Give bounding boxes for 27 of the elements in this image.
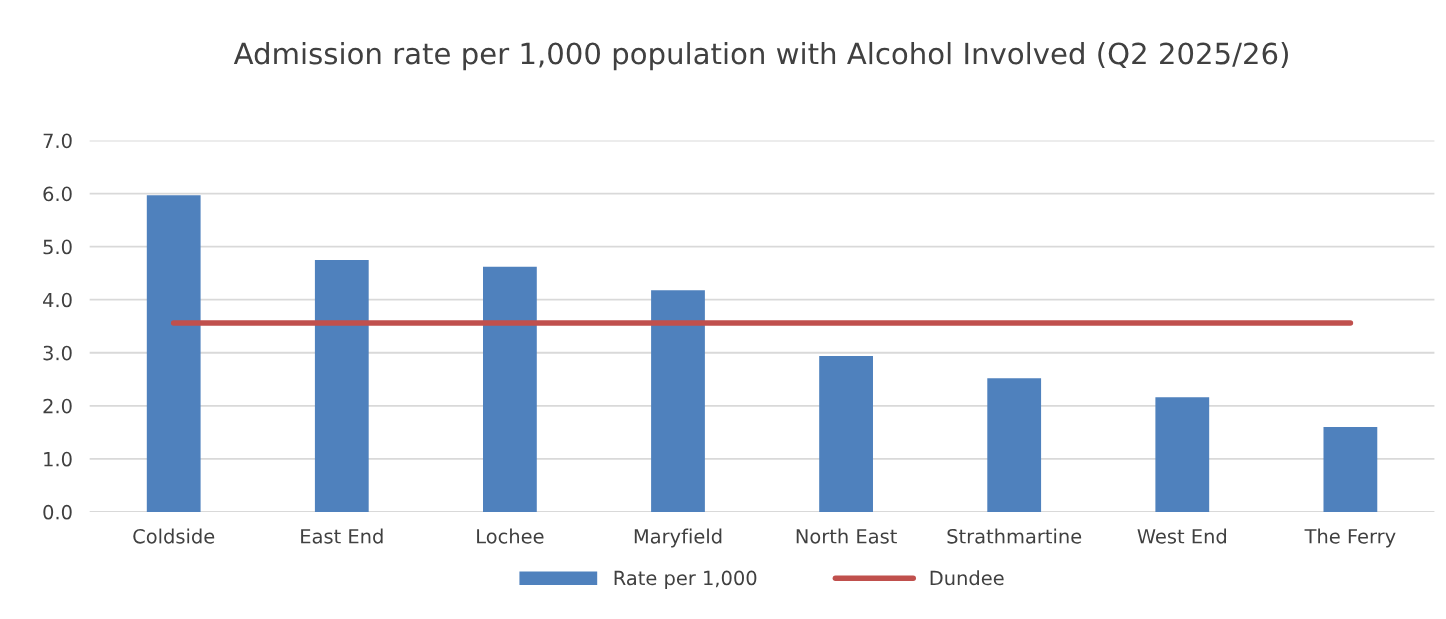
bar bbox=[314, 259, 369, 512]
legend-label: Rate per 1,000 bbox=[614, 570, 757, 590]
y-tick-label: 3.0 bbox=[43, 345, 72, 361]
chart-title: Admission rate per 1,000 population with Alcohol Involved (Q2 2025/26) bbox=[233, 41, 1288, 71]
bar bbox=[819, 355, 873, 512]
x-tick-label: West End bbox=[1137, 528, 1226, 544]
bar bbox=[483, 266, 537, 512]
x-tick-label: The Ferry bbox=[1304, 528, 1396, 548]
bar bbox=[146, 195, 201, 512]
bar bbox=[651, 290, 705, 512]
x-tick-label: Maryfield bbox=[634, 528, 722, 548]
x-tick-label: Lochee bbox=[477, 528, 544, 544]
y-tick-label: 1.0 bbox=[44, 451, 72, 467]
y-tick-label: 4.0 bbox=[43, 292, 72, 308]
x-tick-label: Strathmartine bbox=[947, 528, 1082, 544]
x-tick-label: Coldside bbox=[133, 528, 215, 544]
legend-label: Dundee bbox=[930, 570, 1004, 586]
x-tick-label: East End bbox=[301, 528, 383, 544]
bar bbox=[1323, 427, 1378, 512]
bar bbox=[1155, 397, 1210, 512]
y-tick-label: 6.0 bbox=[43, 186, 72, 202]
bar bbox=[987, 378, 1042, 512]
y-tick-label: 0.0 bbox=[43, 504, 72, 520]
y-tick-label: 2.0 bbox=[43, 398, 72, 414]
y-tick-label: 7.0 bbox=[43, 133, 72, 149]
x-tick-label: North East bbox=[796, 528, 897, 544]
y-tick-label: 5.0 bbox=[43, 239, 72, 255]
